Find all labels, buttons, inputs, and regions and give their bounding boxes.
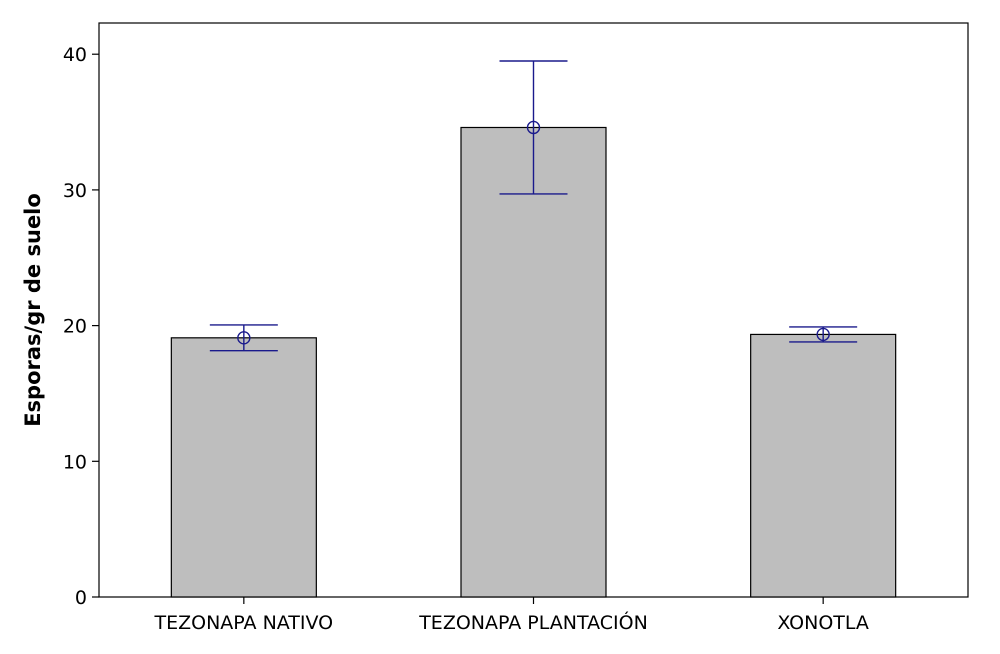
mean-marker	[816, 327, 830, 342]
mean-marker	[237, 331, 251, 345]
bar	[460, 126, 607, 598]
x-tick-label: TEZONAPA NATIVO	[154, 612, 334, 634]
x-tick-label: XONOTLA	[777, 612, 869, 634]
y-tick-label: 0	[75, 587, 87, 609]
bars-group	[170, 126, 897, 598]
y-tick-label: 40	[63, 44, 87, 66]
x-axis: TEZONAPA NATIVO TEZONAPA PLANTACIÓN XONOTL…	[154, 597, 869, 634]
y-axis: 0 10 20 30 40	[63, 44, 99, 609]
y-axis-label: Esporas/gr de suelo	[21, 193, 45, 427]
y-tick-label: 20	[63, 316, 87, 338]
y-tick-label: 30	[63, 180, 87, 202]
x-tick-label: TEZONAPA PLANTACIÓN	[418, 610, 648, 634]
error-bars-group	[209, 60, 858, 352]
bar	[750, 333, 897, 598]
y-tick-label: 10	[63, 451, 87, 473]
bar	[170, 337, 317, 598]
mean-marker	[526, 120, 541, 135]
